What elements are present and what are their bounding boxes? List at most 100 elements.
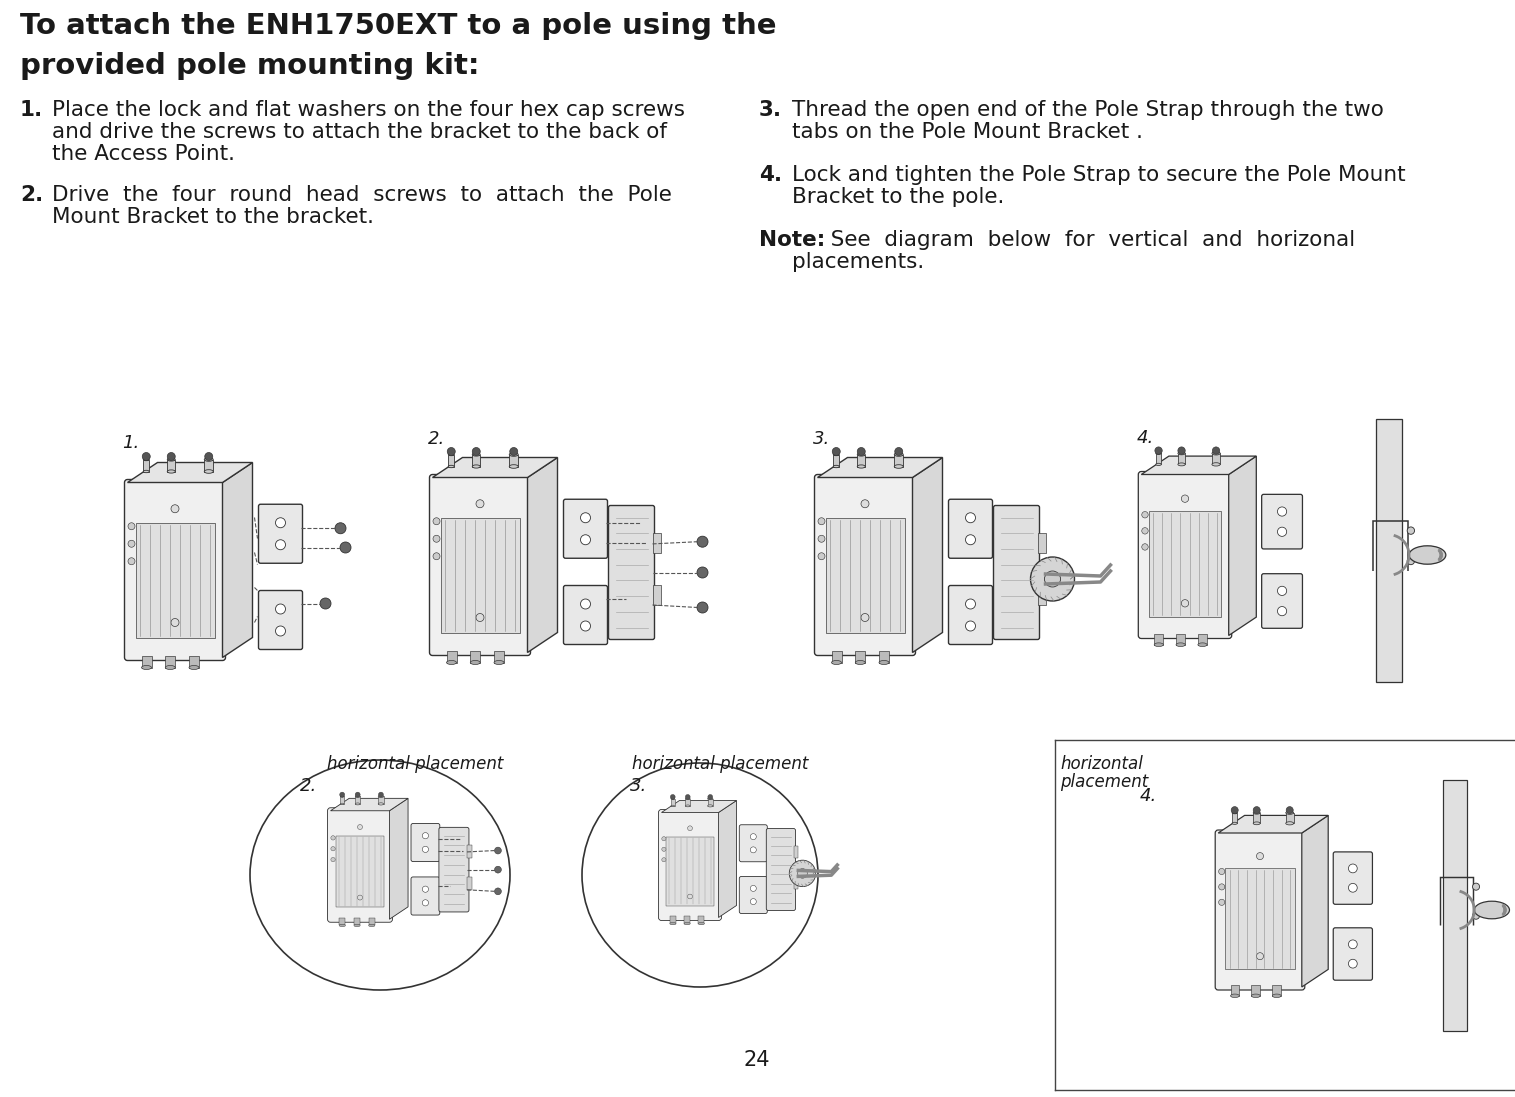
Circle shape — [861, 613, 870, 622]
Text: See  diagram  below  for  vertical  and  horizonal: See diagram below for vertical and horiz… — [817, 230, 1354, 250]
FancyBboxPatch shape — [994, 506, 1039, 640]
Circle shape — [750, 847, 756, 852]
Bar — [144, 460, 150, 472]
Circle shape — [423, 886, 429, 892]
Circle shape — [965, 599, 976, 609]
Circle shape — [1348, 864, 1357, 873]
Polygon shape — [1301, 815, 1329, 987]
Ellipse shape — [470, 660, 480, 665]
Circle shape — [697, 567, 708, 578]
Circle shape — [462, 848, 470, 855]
Text: 2.: 2. — [20, 185, 44, 205]
Bar — [794, 877, 798, 889]
Circle shape — [450, 882, 456, 890]
Polygon shape — [330, 799, 408, 811]
Circle shape — [789, 860, 815, 886]
Ellipse shape — [205, 457, 214, 462]
Polygon shape — [432, 457, 558, 477]
Bar — [1038, 585, 1045, 606]
Text: 4.: 4. — [759, 165, 782, 185]
Circle shape — [494, 867, 501, 873]
Circle shape — [861, 500, 870, 508]
Circle shape — [1504, 909, 1506, 912]
Bar — [667, 837, 714, 905]
FancyBboxPatch shape — [1333, 852, 1373, 904]
FancyBboxPatch shape — [815, 475, 915, 656]
Circle shape — [1407, 557, 1415, 565]
Circle shape — [276, 626, 285, 636]
Bar — [368, 918, 374, 926]
Text: horizontal placement: horizontal placement — [327, 755, 503, 773]
Circle shape — [1142, 511, 1148, 518]
Ellipse shape — [708, 798, 714, 800]
Ellipse shape — [355, 924, 361, 927]
Ellipse shape — [671, 798, 674, 800]
Bar — [1176, 634, 1185, 645]
Circle shape — [423, 833, 429, 839]
Circle shape — [750, 885, 756, 892]
Circle shape — [127, 557, 135, 565]
Bar — [467, 845, 471, 858]
Circle shape — [639, 518, 651, 529]
Circle shape — [1503, 912, 1506, 915]
Bar — [856, 651, 865, 663]
Ellipse shape — [671, 805, 674, 806]
Circle shape — [1232, 806, 1238, 814]
Circle shape — [857, 448, 865, 455]
Circle shape — [1473, 913, 1480, 919]
Ellipse shape — [250, 760, 511, 989]
Bar — [1230, 985, 1239, 996]
Circle shape — [205, 452, 212, 461]
Circle shape — [1348, 940, 1357, 949]
Bar — [335, 836, 385, 907]
Circle shape — [1439, 554, 1442, 557]
Bar — [355, 796, 361, 804]
Ellipse shape — [833, 465, 839, 467]
Text: Thread the open end of the Pole Strap through the two: Thread the open end of the Pole Strap th… — [792, 100, 1383, 120]
Text: and drive the screws to attach the bracket to the back of: and drive the screws to attach the brack… — [52, 122, 667, 142]
Bar — [135, 522, 215, 637]
Circle shape — [171, 619, 179, 626]
Circle shape — [1182, 600, 1189, 607]
Ellipse shape — [141, 666, 152, 669]
FancyBboxPatch shape — [259, 590, 303, 649]
Text: 1.: 1. — [20, 100, 44, 120]
Ellipse shape — [857, 465, 865, 468]
Ellipse shape — [685, 798, 691, 800]
Circle shape — [895, 448, 903, 455]
Circle shape — [142, 452, 150, 461]
Text: placement: placement — [1060, 773, 1148, 791]
Polygon shape — [662, 801, 736, 813]
Ellipse shape — [379, 795, 383, 798]
Circle shape — [1277, 507, 1286, 516]
Bar — [833, 454, 839, 466]
Circle shape — [379, 792, 383, 798]
Ellipse shape — [355, 795, 361, 798]
Polygon shape — [818, 457, 942, 477]
Bar — [494, 651, 504, 663]
Circle shape — [818, 518, 826, 524]
Text: 4.: 4. — [1136, 429, 1154, 446]
Circle shape — [171, 505, 179, 512]
Ellipse shape — [368, 924, 374, 927]
Text: Drive  the  four  round  head  screws  to  attach  the  Pole: Drive the four round head screws to atta… — [52, 185, 671, 205]
Circle shape — [580, 599, 591, 609]
Ellipse shape — [1253, 822, 1260, 825]
Bar — [165, 656, 176, 667]
Circle shape — [433, 518, 439, 524]
Text: provided pole mounting kit:: provided pole mounting kit: — [20, 52, 480, 80]
Circle shape — [127, 540, 135, 547]
Circle shape — [423, 900, 429, 906]
Circle shape — [1218, 900, 1224, 905]
Ellipse shape — [685, 923, 691, 925]
Circle shape — [1439, 552, 1442, 554]
Bar — [1198, 634, 1207, 645]
FancyBboxPatch shape — [948, 499, 992, 558]
FancyBboxPatch shape — [1262, 495, 1303, 548]
FancyBboxPatch shape — [739, 825, 767, 862]
Circle shape — [433, 535, 439, 542]
Bar — [1148, 511, 1221, 618]
Bar — [189, 656, 198, 667]
Circle shape — [433, 553, 439, 559]
Ellipse shape — [1474, 902, 1509, 919]
